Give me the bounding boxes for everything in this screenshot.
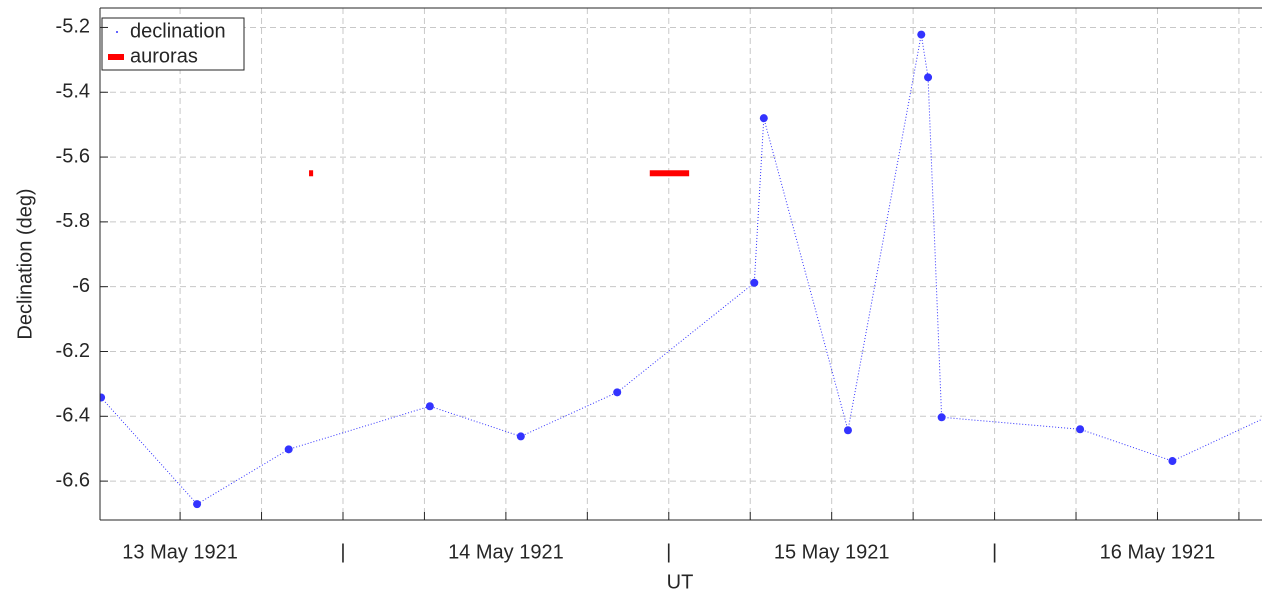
legend-box [101, 17, 245, 71]
data-point [1076, 425, 1085, 434]
y-tick-label: -5.6 [56, 145, 90, 167]
x-tick-label: 13 May 1921 [122, 541, 238, 563]
y-tick-label: -6.2 [56, 340, 90, 362]
legend-label: auroras [130, 45, 198, 67]
legend-label: declination [130, 20, 226, 42]
series-line [100, 34, 1262, 505]
legend-marker [108, 54, 124, 60]
x-tick-label: 14 May 1921 [448, 541, 564, 563]
data-point [937, 413, 946, 422]
data-point [1168, 457, 1177, 466]
y-axis-label: Declination (deg) [14, 188, 36, 339]
y-tick-label: -6 [72, 275, 90, 297]
x-tick-label: 15 May 1921 [774, 541, 890, 563]
data-point [924, 73, 933, 82]
aurora-segment [309, 170, 314, 177]
legend-marker [116, 31, 118, 33]
data-point [917, 30, 926, 39]
data-point [425, 402, 434, 411]
y-tick-label: -5.4 [56, 81, 90, 103]
data-point [750, 278, 759, 287]
x-tick-label: | [992, 541, 997, 563]
legend: declination auroras [101, 17, 245, 71]
x-tick-label: | [666, 541, 671, 563]
x-tick-label: | [340, 541, 345, 563]
data-point [613, 388, 622, 397]
grid [100, 8, 1262, 520]
aurora-segment [649, 170, 690, 177]
data-point [759, 114, 768, 123]
y-tick-label: -5.2 [56, 16, 90, 38]
data-point [843, 426, 852, 435]
data-point [284, 445, 293, 454]
data-point [100, 393, 106, 402]
data-point [516, 432, 525, 441]
data-point [193, 500, 202, 509]
y-tick-label: -6.6 [56, 469, 90, 491]
y-tick-label: -5.8 [56, 210, 90, 232]
x-axis-label: UT [667, 571, 694, 593]
plot-area [100, 30, 1262, 509]
x-tick-label: 16 May 1921 [1100, 541, 1216, 563]
y-tick-label: -6.4 [56, 405, 90, 427]
